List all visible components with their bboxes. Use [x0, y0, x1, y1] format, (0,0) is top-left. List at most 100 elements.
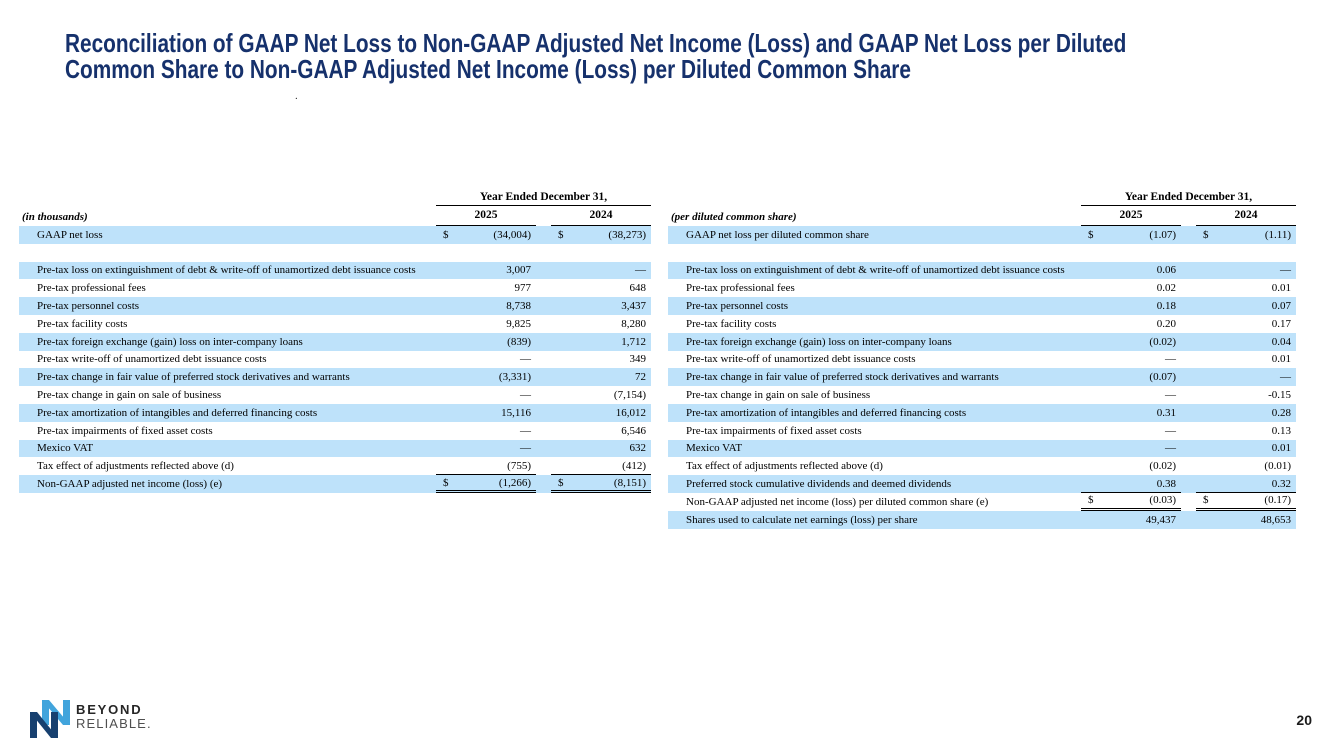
row-label: Pre-tax professional fees — [686, 282, 795, 295]
value-text: 632 — [629, 442, 647, 455]
unit-label: (in thousands) — [22, 211, 88, 223]
value-cell-2024: 0.32 — [1196, 475, 1296, 493]
value-text: (0.17) — [1264, 494, 1291, 507]
value-text: 1,712 — [621, 335, 646, 348]
value-text: 72 — [635, 371, 646, 384]
table-row: Pre-tax loss on extinguishment of debt &… — [19, 261, 651, 280]
value-text: 49,437 — [1145, 513, 1176, 526]
year-column-2024: 2024 — [551, 206, 651, 226]
row-label: Pre-tax write-off of unamortized debt is… — [37, 353, 267, 366]
value-cell-2025: $ (1.07) — [1081, 226, 1181, 244]
value-cell-2024: — — [1196, 368, 1296, 386]
value-text: 8,280 — [621, 317, 646, 330]
spacer-row — [668, 244, 1296, 262]
value-cell-2025: $ (1,266) — [436, 475, 536, 493]
value-text: (0.02) — [1149, 335, 1176, 348]
value-cell-2025: — — [436, 386, 536, 404]
value-cell-2024: 648 — [551, 279, 651, 297]
row-label: Mexico VAT — [37, 442, 94, 455]
value-text: 0.07 — [1271, 300, 1291, 313]
row-label: Pre-tax professional fees — [37, 282, 146, 295]
table-row: Pre-tax change in fair value of preferre… — [19, 368, 651, 387]
value-cell-2025: (3,331) — [436, 368, 536, 386]
value-text: (0.03) — [1149, 494, 1176, 507]
row-label: Pre-tax change in fair value of preferre… — [37, 371, 350, 384]
row-label: GAAP net loss — [37, 228, 103, 241]
table-header-values: Year Ended December 31, 2025 2024 — [436, 188, 651, 226]
brand-name-top: BEYOND — [76, 702, 143, 717]
row-label: Pre-tax personnel costs — [686, 300, 789, 313]
table-row: Pre-tax professional fees 977 648 — [19, 279, 651, 297]
value-text: 0.31 — [1156, 406, 1176, 419]
value-cell-2025: — — [1081, 422, 1181, 440]
table-header: (per diluted common share) Year Ended De… — [668, 188, 1296, 226]
spacer-row — [19, 244, 651, 262]
unit-label: (per diluted common share) — [671, 211, 797, 223]
year-columns: 2025 2024 — [1081, 206, 1296, 226]
value-text: 0.18 — [1156, 300, 1176, 313]
table-row: Pre-tax change in gain on sale of busine… — [19, 386, 651, 404]
table-body: GAAP net loss $ (34,004) $ (38,273) Pre-tax l… — [19, 226, 651, 493]
value-cell-2025: — — [436, 351, 536, 369]
value-cell-2025: 49,437 — [1081, 511, 1181, 529]
value-cell-2024: (0.01) — [1196, 457, 1296, 475]
value-text: — — [520, 424, 531, 437]
value-text: (0.02) — [1149, 460, 1176, 473]
value-text: -0.15 — [1268, 389, 1291, 402]
value-text: 0.02 — [1156, 282, 1176, 295]
value-text: (34,004) — [493, 228, 531, 241]
value-cell-2025: 3,007 — [436, 262, 536, 280]
table-row: GAAP net loss per diluted common share $ (… — [668, 226, 1296, 244]
value-text: 0.38 — [1156, 477, 1176, 490]
value-text: — — [1165, 389, 1176, 402]
value-cell-2025: 0.20 — [1081, 315, 1181, 333]
value-cell-2025: (755) — [436, 457, 536, 476]
table-row: Pre-tax foreign exchange (gain) loss on … — [19, 332, 651, 351]
value-text: 0.13 — [1271, 424, 1291, 437]
value-cell-2024: (412) — [551, 457, 651, 476]
value-cell-2024: — — [551, 262, 651, 280]
value-text: (0.07) — [1149, 371, 1176, 384]
period-header: Year Ended December 31, — [1081, 188, 1296, 206]
value-text: 977 — [514, 282, 532, 295]
value-cell-2025: (0.02) — [1081, 457, 1181, 475]
value-text: 15,116 — [501, 406, 531, 419]
dollar-sign: $ — [1203, 494, 1209, 507]
value-cell-2024: 349 — [551, 351, 651, 369]
year-columns: 2025 2024 — [436, 206, 651, 226]
value-cell-2025: (839) — [436, 333, 536, 351]
table-row: Pre-tax facility costs 9,825 8,280 — [19, 315, 651, 333]
value-text: 9,825 — [506, 317, 531, 330]
value-cell-2025: 9,825 — [436, 315, 536, 333]
value-cell-2024: 8,280 — [551, 315, 651, 333]
value-text: 648 — [629, 282, 647, 295]
value-cell-2024: $ (1.11) — [1196, 226, 1296, 244]
value-cell-2025: — — [436, 440, 536, 458]
value-cell-2025: (0.02) — [1081, 333, 1181, 351]
row-label: Non-GAAP adjusted net income (loss) (e) — [37, 478, 223, 491]
value-text: (755) — [507, 459, 531, 472]
value-text: — — [520, 389, 531, 402]
value-text: (1,266) — [498, 476, 531, 489]
value-text: 0.01 — [1271, 353, 1291, 366]
table-row: Mexico VAT — 0.01 — [668, 439, 1296, 458]
value-text: (412) — [622, 459, 646, 472]
value-text: 0.28 — [1271, 406, 1291, 419]
row-label: Pre-tax amortization of intangibles and … — [37, 406, 318, 419]
table-row: Pre-tax foreign exchange (gain) loss on … — [668, 332, 1296, 351]
value-text: — — [1280, 264, 1291, 277]
value-cell-2025: 8,738 — [436, 297, 536, 315]
value-cell-2024: 3,437 — [551, 297, 651, 315]
value-text: (7,154) — [613, 389, 646, 402]
row-label: Shares used to calculate net earnings (l… — [686, 513, 918, 526]
table-row: Pre-tax loss on extinguishment of debt &… — [668, 261, 1296, 280]
table-row: Pre-tax change in fair value of preferre… — [668, 368, 1296, 387]
stray-period-mark: . — [295, 90, 298, 102]
value-text: 3,007 — [506, 264, 531, 277]
brand-name-bottom: RELIABLE. — [76, 715, 152, 731]
table-row: Pre-tax personnel costs 8,738 3,437 — [19, 297, 651, 315]
period-header: Year Ended December 31, — [436, 188, 651, 206]
value-text: 0.32 — [1271, 477, 1291, 490]
value-cell-2025: 15,116 — [436, 404, 536, 422]
table-row: Pre-tax personnel costs 0.18 0.07 — [668, 297, 1296, 315]
